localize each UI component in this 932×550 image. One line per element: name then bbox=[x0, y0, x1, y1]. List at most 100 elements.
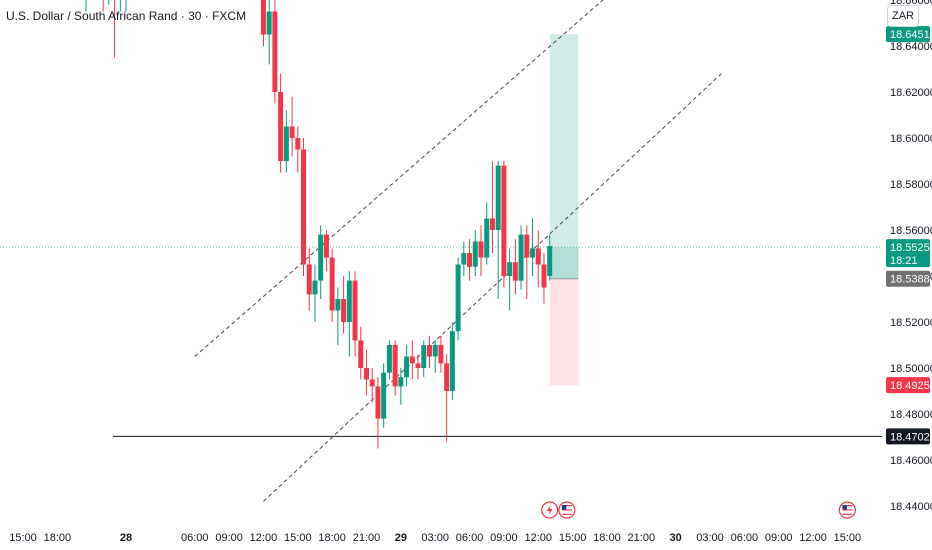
candle-body bbox=[312, 280, 318, 295]
profit-zone[interactable] bbox=[549, 34, 579, 279]
candle bbox=[346, 271, 352, 357]
lightning-event-icon[interactable] bbox=[541, 501, 559, 519]
candle bbox=[341, 276, 347, 334]
candle bbox=[318, 225, 324, 299]
candle bbox=[283, 110, 289, 173]
candle bbox=[449, 322, 455, 401]
target-price-tag: 18.64514 bbox=[886, 26, 932, 43]
candle bbox=[489, 161, 495, 253]
candle bbox=[266, 0, 272, 65]
candle-body bbox=[404, 356, 410, 378]
candle bbox=[438, 335, 444, 373]
candle-body bbox=[341, 299, 347, 322]
candle-body bbox=[283, 126, 289, 161]
candle bbox=[335, 287, 341, 345]
candle-body bbox=[369, 379, 375, 387]
candle bbox=[364, 349, 369, 396]
y-tick-label: 18.64000 bbox=[890, 41, 932, 53]
candle bbox=[306, 248, 312, 311]
candle-body bbox=[295, 138, 301, 150]
candle-body bbox=[489, 218, 495, 230]
entry-price-tag: 18.53881 bbox=[886, 270, 932, 287]
x-tick-label: 06:00 bbox=[456, 532, 484, 544]
x-tick-label: 06:00 bbox=[731, 532, 759, 544]
candle bbox=[426, 335, 432, 368]
candle bbox=[524, 225, 530, 299]
candle bbox=[518, 225, 524, 290]
candle bbox=[381, 363, 387, 428]
candle bbox=[501, 161, 507, 288]
candle-body bbox=[409, 356, 415, 364]
stop-price-tag: 18.49254 bbox=[886, 377, 932, 394]
y-tick-label: 18.48000 bbox=[890, 409, 932, 421]
candle-body bbox=[289, 126, 295, 138]
candle-body bbox=[306, 264, 312, 295]
x-tick-label: 30 bbox=[670, 532, 682, 544]
x-tick-label: 18:00 bbox=[318, 532, 346, 544]
candle bbox=[108, 0, 110, 5]
candle bbox=[461, 241, 467, 276]
candle bbox=[272, 0, 278, 104]
candle bbox=[375, 377, 381, 449]
candle bbox=[392, 340, 398, 396]
y-tick-label: 18.66000 bbox=[890, 0, 932, 7]
x-tick-label: 28 bbox=[120, 532, 132, 544]
candle bbox=[398, 368, 404, 405]
candle bbox=[547, 234, 553, 281]
candle-body bbox=[266, 11, 272, 35]
support-price-tag: 18.47027 bbox=[886, 428, 932, 445]
candle-body bbox=[375, 386, 381, 419]
candle bbox=[541, 253, 547, 304]
candle bbox=[512, 239, 518, 295]
chart-title: U.S. Dollar / South African Rand · 30 · … bbox=[6, 9, 247, 23]
x-tick-label: 12:00 bbox=[799, 532, 827, 544]
candle bbox=[478, 225, 484, 276]
candle bbox=[358, 326, 364, 380]
loss-zone[interactable] bbox=[549, 278, 579, 386]
candle-body bbox=[438, 345, 444, 364]
candle-body bbox=[329, 257, 335, 311]
candle-body bbox=[301, 149, 307, 265]
candle bbox=[535, 230, 541, 288]
candle bbox=[102, 0, 104, 12]
stop-price-tag-text: 18.49254 bbox=[890, 380, 932, 392]
candle bbox=[260, 0, 266, 46]
candle-body bbox=[323, 234, 329, 258]
x-tick-label: 06:00 bbox=[181, 532, 209, 544]
current-price-tag-text: 18.55257 bbox=[890, 242, 932, 254]
candle-body bbox=[335, 299, 341, 311]
candle bbox=[421, 340, 427, 378]
candle-body bbox=[495, 165, 501, 230]
channel-line-upper[interactable] bbox=[194, 0, 687, 357]
currency-button[interactable]: ZAR bbox=[887, 5, 919, 27]
candle-body bbox=[524, 234, 530, 258]
candle bbox=[312, 264, 318, 322]
y-tick-label: 18.50000 bbox=[890, 363, 932, 375]
candle-body bbox=[472, 241, 478, 267]
candle bbox=[329, 248, 335, 322]
countdown-text: 18:21 bbox=[890, 255, 918, 267]
candle-body bbox=[260, 0, 266, 35]
candle-body bbox=[518, 234, 524, 281]
candle-body bbox=[364, 368, 369, 380]
candle bbox=[507, 248, 513, 311]
candle bbox=[289, 96, 295, 157]
candle bbox=[323, 230, 329, 272]
candle-body bbox=[278, 92, 284, 161]
x-tick-label: 03:00 bbox=[421, 532, 449, 544]
us-flag-event-icon[interactable] bbox=[558, 501, 576, 519]
x-tick-label: 15:00 bbox=[559, 532, 587, 544]
candle-body bbox=[426, 345, 432, 357]
candle bbox=[415, 354, 421, 380]
candle bbox=[409, 340, 415, 380]
x-tick-label: 21:00 bbox=[628, 532, 656, 544]
x-tick-label: 15:00 bbox=[284, 532, 312, 544]
us-flag-event-icon[interactable] bbox=[838, 501, 857, 519]
candle-body bbox=[530, 248, 536, 258]
candle bbox=[352, 271, 358, 357]
x-tick-label: 03:00 bbox=[696, 532, 724, 544]
x-tick-label: 18:00 bbox=[593, 532, 621, 544]
candle-body bbox=[432, 345, 438, 357]
candle bbox=[369, 368, 375, 403]
